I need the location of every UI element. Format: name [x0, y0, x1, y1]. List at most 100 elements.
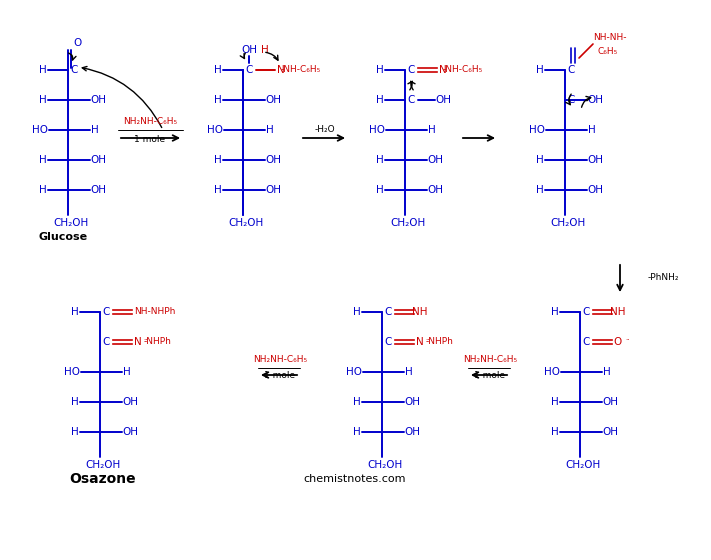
Text: N: N — [439, 65, 447, 75]
Text: C: C — [385, 337, 392, 347]
Text: H: H — [71, 307, 79, 317]
Text: -H₂O: -H₂O — [315, 125, 336, 134]
Text: NH₂NH-C₆H₅: NH₂NH-C₆H₅ — [123, 118, 177, 127]
Text: O: O — [74, 38, 82, 48]
Text: OH: OH — [427, 155, 443, 165]
Text: Glucose: Glucose — [38, 232, 87, 242]
Text: NH: NH — [412, 307, 428, 317]
Text: -NHPh: -NHPh — [426, 338, 454, 347]
Text: N: N — [134, 337, 142, 347]
Text: H: H — [353, 397, 361, 407]
Text: H: H — [536, 155, 544, 165]
Text: N: N — [416, 337, 424, 347]
Text: OH: OH — [265, 155, 281, 165]
Text: HO: HO — [64, 367, 80, 377]
Text: ..: .. — [426, 335, 430, 341]
Text: H: H — [405, 367, 413, 377]
Text: OH: OH — [587, 95, 603, 105]
Text: H: H — [71, 397, 79, 407]
Text: OH: OH — [404, 427, 420, 437]
Text: H: H — [266, 125, 274, 135]
Text: NH-NH-: NH-NH- — [593, 34, 626, 43]
Text: H: H — [353, 307, 361, 317]
Text: H: H — [214, 185, 222, 195]
Text: H: H — [603, 367, 611, 377]
Text: NH-NHPh: NH-NHPh — [134, 307, 176, 316]
Text: H: H — [214, 155, 222, 165]
Text: C: C — [385, 307, 392, 317]
Text: H: H — [353, 427, 361, 437]
Text: NH₂NH-C₆H₅: NH₂NH-C₆H₅ — [253, 356, 307, 365]
Text: -PhNH₂: -PhNH₂ — [648, 273, 680, 282]
Text: H: H — [428, 125, 436, 135]
Text: ..: .. — [625, 335, 629, 341]
Text: H: H — [39, 185, 47, 195]
Text: HO: HO — [529, 125, 545, 135]
Text: N: N — [277, 65, 285, 75]
Text: OH: OH — [602, 427, 618, 437]
Text: C: C — [245, 65, 252, 75]
Text: chemistnotes.com: chemistnotes.com — [304, 474, 406, 484]
Text: OH: OH — [587, 185, 603, 195]
Text: CH₂OH: CH₂OH — [565, 460, 601, 470]
Text: H: H — [214, 65, 222, 75]
Text: HO: HO — [544, 367, 560, 377]
Text: C: C — [582, 307, 589, 317]
Text: H: H — [39, 95, 47, 105]
Text: HO: HO — [369, 125, 385, 135]
Text: OH: OH — [265, 185, 281, 195]
Text: C: C — [582, 337, 589, 347]
Text: C: C — [567, 95, 574, 105]
Text: H: H — [376, 155, 384, 165]
Text: C: C — [407, 65, 415, 75]
Text: OH: OH — [427, 185, 443, 195]
Text: OH: OH — [90, 95, 106, 105]
Text: 1 mole: 1 mole — [264, 371, 296, 380]
Text: H: H — [123, 367, 131, 377]
Text: CH₂OH: CH₂OH — [550, 218, 586, 228]
Text: OH: OH — [122, 397, 138, 407]
Text: OH: OH — [404, 397, 420, 407]
Text: H: H — [551, 427, 559, 437]
Text: H: H — [39, 155, 47, 165]
Text: H: H — [71, 427, 79, 437]
Text: C₆H₅: C₆H₅ — [597, 46, 617, 55]
Text: H: H — [39, 65, 47, 75]
Text: CH₂OH: CH₂OH — [228, 218, 264, 228]
Text: H: H — [261, 45, 269, 55]
Text: H: H — [551, 397, 559, 407]
Text: -NH-C₆H₅: -NH-C₆H₅ — [281, 66, 321, 74]
Text: C: C — [102, 307, 109, 317]
Text: NH: NH — [610, 307, 626, 317]
Text: H: H — [551, 307, 559, 317]
Text: HO: HO — [207, 125, 223, 135]
Text: HO: HO — [32, 125, 48, 135]
Text: C: C — [70, 65, 77, 75]
Text: 1 mole: 1 mole — [134, 134, 166, 143]
Text: OH: OH — [90, 185, 106, 195]
Text: CH₂OH: CH₂OH — [368, 460, 402, 470]
Text: H: H — [214, 95, 222, 105]
Text: H: H — [91, 125, 99, 135]
Text: OH: OH — [602, 397, 618, 407]
Text: C: C — [102, 337, 109, 347]
Text: OH: OH — [265, 95, 281, 105]
Text: -NHPh: -NHPh — [144, 338, 172, 347]
Text: C: C — [407, 95, 415, 105]
Text: H: H — [376, 95, 384, 105]
Text: H: H — [588, 125, 596, 135]
Text: CH₂OH: CH₂OH — [53, 218, 89, 228]
Text: C: C — [567, 65, 574, 75]
Text: H: H — [536, 185, 544, 195]
Text: CH₂OH: CH₂OH — [390, 218, 426, 228]
Text: OH: OH — [90, 155, 106, 165]
Text: Osazone: Osazone — [70, 472, 137, 486]
Text: H: H — [376, 185, 384, 195]
Text: -NH-C₆H₅: -NH-C₆H₅ — [443, 66, 483, 74]
Text: 1 mole: 1 mole — [474, 371, 506, 380]
Text: OH: OH — [122, 427, 138, 437]
Text: OH: OH — [435, 95, 451, 105]
Text: O: O — [614, 337, 622, 347]
Text: CH₂OH: CH₂OH — [85, 460, 121, 470]
Text: OH: OH — [587, 155, 603, 165]
